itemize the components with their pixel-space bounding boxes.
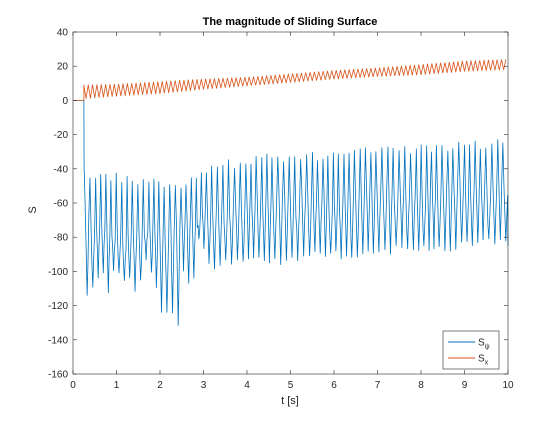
x-tick-label: 2	[157, 380, 163, 391]
legend-label-sub: x	[485, 360, 489, 367]
x-tick-label: 1	[114, 380, 120, 391]
series-line-s-psi	[73, 100, 509, 326]
series-line-s-x	[73, 59, 507, 101]
y-tick-label: -80	[54, 233, 69, 244]
legend-box	[442, 330, 500, 370]
legend-label-main: S	[478, 354, 485, 365]
x-tick-label: 9	[462, 380, 468, 391]
y-tick-label: 0	[62, 96, 68, 107]
legend-label: Sx	[478, 354, 489, 367]
x-tick-label: 4	[244, 380, 250, 391]
x-tick-label: 8	[418, 380, 424, 391]
y-tick-label: -160	[48, 370, 68, 381]
y-tick-label: -20	[54, 130, 69, 141]
x-tick-label: 3	[201, 380, 207, 391]
plot-area: 0 1 2 3 4 5 6 7 8 9 10 -160 -140 -120 -100 -80 -60 -40 -20…	[48, 28, 514, 392]
y-tick-label: 20	[57, 62, 69, 73]
legend-label-sub: ψ	[485, 344, 490, 351]
x-tick-label: 6	[331, 380, 337, 391]
x-axis-label: t [s]	[281, 395, 299, 407]
legend-label-main: S	[478, 338, 485, 349]
y-tick-label: -120	[48, 301, 68, 312]
y-tick-label: 40	[57, 28, 69, 39]
y-tick-label: -60	[54, 199, 69, 210]
legend-label: Sψ	[478, 338, 490, 351]
y-tick-label: -100	[48, 267, 68, 278]
y-tick-label: -40	[54, 164, 69, 175]
x-tick-label: 7	[375, 380, 381, 391]
y-tick-label: -140	[48, 335, 68, 346]
x-tick-label: 10	[502, 380, 514, 391]
x-tick-label: 0	[70, 380, 76, 391]
chart-title: The magnitude of Sliding Surface	[203, 16, 378, 28]
y-axis-label: S	[27, 206, 39, 213]
x-tick-label: 5	[288, 380, 294, 391]
